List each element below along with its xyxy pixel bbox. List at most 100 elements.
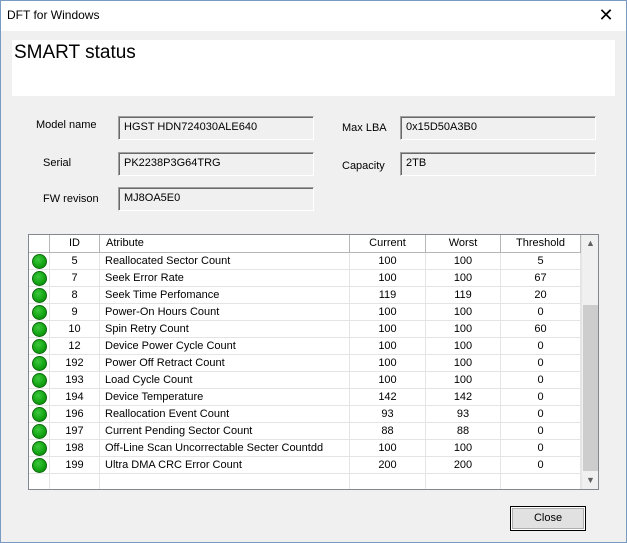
scroll-up-arrow-icon[interactable]: ▲ <box>586 238 595 248</box>
status-ok-icon <box>32 373 47 388</box>
attribute-cell: Seek Time Perfomance <box>100 287 350 304</box>
attribute-cell: Ultra DMA CRC Error Count <box>100 457 350 474</box>
worst-cell: 100 <box>426 321 501 338</box>
header-panel: SMART status <box>12 40 615 96</box>
current-cell: 88 <box>350 423 426 440</box>
fw-revision-field: MJ8OA5E0 <box>118 187 314 211</box>
attribute-cell: Off-Line Scan Uncorrectable Secter Count… <box>100 440 350 457</box>
status-cell <box>29 338 50 355</box>
attribute-cell: Power-On Hours Count <box>100 304 350 321</box>
threshold-cell: 0 <box>501 338 581 355</box>
scrollbar-thumb[interactable] <box>583 305 598 471</box>
attribute-cell: Reallocation Event Count <box>100 406 350 423</box>
empty-cell <box>350 474 426 489</box>
id-cell: 10 <box>50 321 100 338</box>
attribute-cell: Load Cycle Count <box>100 372 350 389</box>
threshold-cell: 60 <box>501 321 581 338</box>
threshold-cell: 0 <box>501 440 581 457</box>
empty-cell <box>100 474 350 489</box>
status-ok-icon <box>32 441 47 456</box>
threshold-cell: 0 <box>501 304 581 321</box>
threshold-cell: 0 <box>501 372 581 389</box>
attribute-cell: Device Power Cycle Count <box>100 338 350 355</box>
attribute-cell: Spin Retry Count <box>100 321 350 338</box>
max-lba-label: Max LBA <box>342 122 387 134</box>
status-cell <box>29 457 50 474</box>
worst-cell: 142 <box>426 389 501 406</box>
threshold-cell: 0 <box>501 457 581 474</box>
empty-cell <box>426 474 501 489</box>
status-ok-icon <box>32 305 47 320</box>
vertical-scrollbar[interactable]: ▲ ▼ <box>581 235 598 489</box>
id-cell: 8 <box>50 287 100 304</box>
status-cell <box>29 321 50 338</box>
current-cell: 100 <box>350 270 426 287</box>
worst-cell: 200 <box>426 457 501 474</box>
status-ok-icon <box>32 390 47 405</box>
attribute-cell: Reallocated Sector Count <box>100 253 350 270</box>
worst-cell: 119 <box>426 287 501 304</box>
status-ok-icon <box>32 322 47 337</box>
status-cell <box>29 270 50 287</box>
status-ok-icon <box>32 356 47 371</box>
status-cell <box>29 304 50 321</box>
serial-label: Serial <box>43 157 72 169</box>
current-cell: 100 <box>350 338 426 355</box>
current-cell: 142 <box>350 389 426 406</box>
page-title: SMART status <box>14 42 136 63</box>
current-cell: 100 <box>350 440 426 457</box>
id-cell: 9 <box>50 304 100 321</box>
status-ok-icon <box>32 271 47 286</box>
status-cell <box>29 440 50 457</box>
threshold-cell: 67 <box>501 270 581 287</box>
status-cell <box>29 406 50 423</box>
current-cell: 100 <box>350 321 426 338</box>
status-cell <box>29 389 50 406</box>
worst-cell: 100 <box>426 253 501 270</box>
smart-attributes-table[interactable]: ID Atribute Current Worst Threshold 5 Rea… <box>28 234 599 490</box>
serial-field: PK2238P3G64TRG <box>118 152 314 176</box>
threshold-cell: 0 <box>501 389 581 406</box>
current-cell: 100 <box>350 372 426 389</box>
window-title: DFT for Windows <box>7 8 100 22</box>
close-button[interactable]: Close <box>510 506 586 531</box>
current-cell: 100 <box>350 304 426 321</box>
column-header-status[interactable] <box>29 235 50 253</box>
threshold-cell: 5 <box>501 253 581 270</box>
scroll-down-arrow-icon[interactable]: ▼ <box>586 475 595 485</box>
model-name-label: Model name <box>36 119 97 131</box>
max-lba-field: 0x15D50A3B0 <box>400 116 596 140</box>
column-header-attribute[interactable]: Atribute <box>100 235 350 253</box>
worst-cell: 100 <box>426 440 501 457</box>
status-cell <box>29 287 50 304</box>
attribute-cell: Device Temperature <box>100 389 350 406</box>
fw-revision-label: FW revison <box>43 193 99 205</box>
worst-cell: 100 <box>426 338 501 355</box>
id-cell: 197 <box>50 423 100 440</box>
column-header-id[interactable]: ID <box>50 235 100 253</box>
threshold-cell: 0 <box>501 423 581 440</box>
empty-cell <box>501 474 581 489</box>
attribute-cell: Current Pending Sector Count <box>100 423 350 440</box>
attribute-cell: Seek Error Rate <box>100 270 350 287</box>
current-cell: 100 <box>350 355 426 372</box>
status-ok-icon <box>32 407 47 422</box>
column-header-worst[interactable]: Worst <box>426 235 501 253</box>
status-ok-icon <box>32 254 47 269</box>
status-ok-icon <box>32 458 47 473</box>
worst-cell: 88 <box>426 423 501 440</box>
threshold-cell: 0 <box>501 406 581 423</box>
attribute-cell: Power Off Retract Count <box>100 355 350 372</box>
current-cell: 200 <box>350 457 426 474</box>
close-icon[interactable]: ✕ <box>598 5 614 25</box>
column-header-threshold[interactable]: Threshold <box>501 235 581 253</box>
worst-cell: 100 <box>426 270 501 287</box>
status-ok-icon <box>32 288 47 303</box>
model-name-field: HGST HDN724030ALE640 <box>118 116 314 140</box>
column-header-current[interactable]: Current <box>350 235 426 253</box>
worst-cell: 93 <box>426 406 501 423</box>
current-cell: 93 <box>350 406 426 423</box>
title-bar[interactable]: DFT for Windows ✕ <box>1 1 626 31</box>
id-cell: 7 <box>50 270 100 287</box>
